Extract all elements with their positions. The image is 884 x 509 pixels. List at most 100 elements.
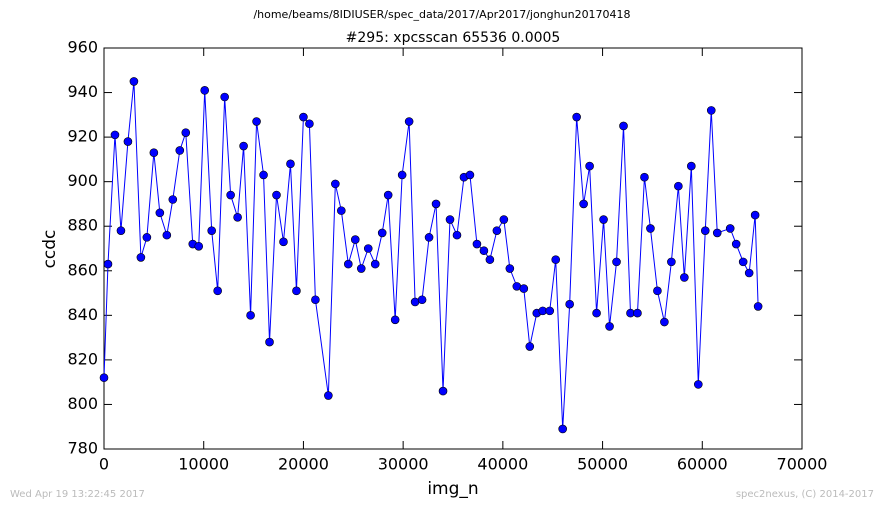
data-point bbox=[633, 308, 642, 318]
data-point bbox=[272, 190, 281, 200]
data-point bbox=[499, 215, 509, 224]
x-tick-label: 20000 bbox=[278, 455, 329, 474]
data-point bbox=[299, 112, 308, 122]
data-point bbox=[194, 241, 204, 251]
x-axis-label: img_n bbox=[427, 479, 478, 499]
data-point bbox=[452, 230, 462, 240]
data-point bbox=[175, 146, 185, 155]
data-point bbox=[233, 213, 242, 222]
data-point bbox=[220, 92, 229, 102]
data-point bbox=[706, 106, 716, 115]
data-point bbox=[162, 230, 172, 240]
data-point bbox=[579, 199, 588, 209]
data-point bbox=[653, 286, 662, 296]
data-point bbox=[259, 170, 268, 180]
data-point bbox=[383, 190, 393, 200]
data-point bbox=[200, 86, 210, 95]
data-point bbox=[599, 215, 608, 224]
data-point bbox=[640, 172, 649, 182]
data-point bbox=[142, 233, 152, 242]
data-point bbox=[149, 148, 159, 158]
data-point bbox=[305, 119, 314, 129]
x-tick-label: 0 bbox=[99, 455, 109, 474]
data-point bbox=[239, 141, 248, 151]
data-point bbox=[311, 295, 320, 305]
data-point bbox=[337, 206, 346, 215]
data-point bbox=[725, 224, 735, 233]
data-point bbox=[181, 128, 191, 137]
x-tick-label: 50000 bbox=[577, 455, 628, 474]
data-point bbox=[252, 117, 261, 126]
data-point bbox=[479, 246, 489, 256]
chart-title: #295: xpcsscan 65536 0.0005 bbox=[346, 30, 561, 46]
data-point bbox=[226, 190, 235, 200]
y-tick-label: 860 bbox=[67, 260, 98, 279]
data-point bbox=[592, 308, 601, 318]
data-point bbox=[612, 257, 621, 267]
data-point bbox=[424, 233, 434, 242]
data-point bbox=[646, 224, 655, 233]
data-point bbox=[565, 299, 574, 309]
data-point bbox=[558, 424, 567, 434]
data-point bbox=[753, 302, 763, 311]
data-point bbox=[155, 208, 165, 218]
data-point bbox=[390, 315, 400, 325]
y-tick-label: 840 bbox=[67, 305, 98, 324]
data-point bbox=[129, 77, 139, 86]
data-point bbox=[207, 226, 216, 235]
data-point bbox=[519, 284, 529, 293]
x-tick-label: 70000 bbox=[777, 455, 828, 474]
y-tick-label: 800 bbox=[67, 394, 98, 413]
data-point bbox=[110, 130, 120, 140]
data-point bbox=[505, 264, 515, 273]
data-point bbox=[687, 161, 696, 171]
data-point bbox=[525, 342, 535, 351]
data-point bbox=[585, 161, 594, 171]
footer-date: Wed Apr 19 13:22:45 2017 bbox=[10, 489, 145, 500]
chart-suptitle: /home/beams/8IDIUSER/spec_data/2017/Apr2… bbox=[253, 8, 630, 21]
data-point bbox=[667, 257, 676, 267]
y-axis-label: ccdc bbox=[40, 230, 60, 269]
data-point bbox=[213, 286, 222, 296]
y-tick-label: 900 bbox=[67, 171, 98, 190]
data-point bbox=[572, 112, 581, 122]
data-point bbox=[744, 268, 754, 278]
data-point bbox=[738, 257, 748, 267]
y-tick-label: 820 bbox=[67, 349, 98, 368]
data-point bbox=[356, 264, 366, 273]
data-line bbox=[103, 81, 759, 429]
data-point bbox=[445, 215, 455, 224]
data-point bbox=[331, 179, 340, 189]
data-point bbox=[465, 170, 475, 180]
y-tick-label: 920 bbox=[67, 127, 98, 146]
data-point bbox=[712, 228, 722, 238]
data-point bbox=[370, 259, 380, 269]
data-point bbox=[103, 259, 113, 269]
data-point bbox=[700, 226, 710, 235]
data-point bbox=[485, 255, 495, 264]
data-point bbox=[377, 228, 387, 238]
data-point bbox=[404, 117, 414, 126]
x-tick-label: 60000 bbox=[677, 455, 728, 474]
data-point bbox=[246, 311, 255, 320]
data-point bbox=[136, 253, 146, 262]
data-point bbox=[438, 386, 448, 396]
data-point bbox=[680, 273, 689, 282]
data-point bbox=[324, 391, 333, 400]
data-point bbox=[397, 170, 407, 180]
y-tick-label: 780 bbox=[67, 439, 98, 458]
data-point bbox=[279, 237, 288, 247]
data-point bbox=[286, 159, 295, 169]
y-tick-label: 880 bbox=[67, 216, 98, 235]
data-point bbox=[123, 137, 133, 146]
x-tick-label: 40000 bbox=[477, 455, 528, 474]
data-point bbox=[363, 244, 373, 253]
data-point bbox=[619, 121, 628, 131]
x-tick-label: 30000 bbox=[378, 455, 429, 474]
y-tick-label: 940 bbox=[67, 82, 98, 101]
data-point bbox=[343, 259, 353, 269]
data-point bbox=[116, 226, 126, 235]
data-point bbox=[292, 286, 301, 296]
footer-credit: spec2nexus, (C) 2014-2017 bbox=[736, 489, 874, 500]
data-point bbox=[492, 226, 502, 235]
